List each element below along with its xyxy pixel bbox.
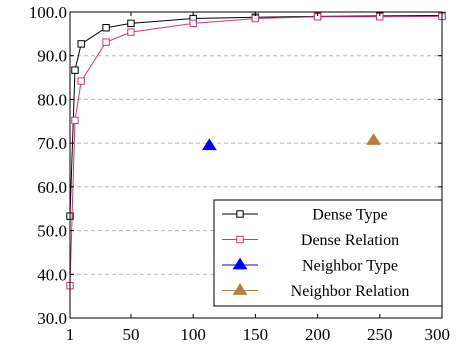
series-line bbox=[69, 15, 443, 286]
data-point bbox=[201, 138, 217, 151]
legend-entry: Dense Relation bbox=[222, 232, 399, 249]
y-tick-label: 30.0 bbox=[37, 309, 67, 328]
legend-entry: Dense Type bbox=[222, 207, 388, 224]
x-tick-label: 100 bbox=[180, 325, 206, 344]
x-tick-label: 300 bbox=[425, 325, 451, 344]
legend-marker bbox=[236, 235, 244, 244]
x-tick-label: 50 bbox=[122, 325, 139, 344]
data-point bbox=[71, 66, 79, 74]
data-point bbox=[127, 28, 135, 36]
y-tick-label: 100.0 bbox=[29, 3, 67, 22]
data-point bbox=[251, 14, 260, 23]
series-neighbor-type bbox=[201, 138, 217, 151]
y-tick-label: 60.0 bbox=[37, 178, 67, 197]
x-tick-label: 250 bbox=[367, 325, 393, 344]
series-line bbox=[69, 15, 443, 217]
data-point bbox=[71, 116, 79, 125]
data-point bbox=[77, 77, 85, 85]
series-neighbor-relation bbox=[366, 133, 381, 145]
legend-entry: Neighbor Relation bbox=[222, 283, 409, 300]
data-point bbox=[102, 38, 110, 46]
legend-entry: Neighbor Type bbox=[222, 258, 398, 275]
legend-label: Dense Relation bbox=[301, 232, 399, 249]
x-tick-label: 150 bbox=[243, 325, 269, 344]
x-tick-label: 200 bbox=[305, 325, 331, 344]
plot-frame bbox=[69, 11, 443, 319]
legend-box bbox=[213, 199, 443, 307]
data-point bbox=[102, 24, 110, 32]
x-tick-label: 1 bbox=[66, 325, 75, 344]
data-point bbox=[366, 133, 381, 145]
legend-marker bbox=[236, 210, 244, 218]
data-point bbox=[127, 19, 135, 28]
legend: Dense Type Dense Relation Neighbor Type Nei… bbox=[213, 199, 443, 307]
data-point bbox=[189, 19, 197, 28]
legend-label: Dense Type bbox=[312, 207, 387, 224]
legend-label: Neighbor Type bbox=[302, 258, 398, 275]
y-tick-label: 70.0 bbox=[37, 134, 67, 153]
legend-marker bbox=[232, 283, 248, 295]
data-point bbox=[77, 40, 85, 48]
y-tick-label: 90.0 bbox=[37, 47, 67, 66]
series-dense-type bbox=[66, 11, 446, 220]
legend-label: Neighbor Relation bbox=[291, 283, 410, 300]
y-tick-label: 40.0 bbox=[37, 265, 67, 284]
legend-marker bbox=[232, 257, 248, 270]
y-tick-label: 50.0 bbox=[37, 222, 67, 241]
y-tick-label: 80.0 bbox=[37, 90, 67, 109]
